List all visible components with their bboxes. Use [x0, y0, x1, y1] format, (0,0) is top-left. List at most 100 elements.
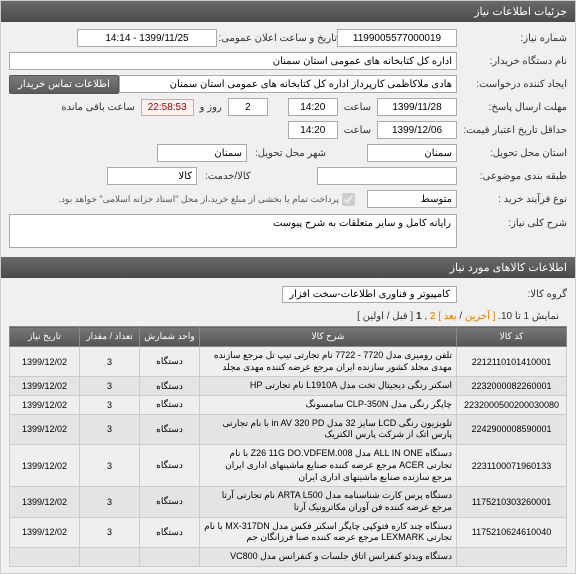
cell-date: 1399/12/02: [10, 414, 80, 444]
cell-qty: 3: [80, 487, 140, 517]
cell-unit: دستگاه: [140, 396, 200, 415]
budget-label: طبقه بندی موضوعی:: [457, 171, 567, 182]
cell-qty: 3: [80, 377, 140, 396]
deliver-city-label: شهر محل تحویل:: [247, 148, 367, 159]
deadline-label: مهلت ارسال پاسخ:: [457, 102, 567, 113]
col-qty: تعداد / مقدار: [80, 327, 140, 347]
treasury-checkbox-wrap: پرداخت تمام یا بخشی از مبلغ خرید،از محل …: [59, 193, 355, 206]
cell-date: 1399/12/02: [10, 347, 80, 377]
cell-desc: اسکنر رنگی دیجیتال تخت مدل L1910A نام تج…: [200, 377, 457, 396]
time-label-2: ساعت: [338, 125, 377, 136]
cell-unit: دستگاه: [140, 487, 200, 517]
cell-date: 1399/12/02: [10, 377, 80, 396]
table-row[interactable]: 2232000500200030080چاپگر رنگی مدل CLP-35…: [10, 396, 567, 415]
buyer-label: نام دستگاه خریدار:: [457, 56, 567, 67]
deliver-city-field: سمنان: [157, 144, 247, 162]
validity-time-field: 14:20: [288, 121, 338, 139]
cell-unit: دستگاه: [140, 377, 200, 396]
group-field: کامپیوتر و فناوری اطلاعات-سخت افزار: [282, 286, 457, 303]
cell-date: 1399/12/02: [10, 445, 80, 487]
table-row[interactable]: 1175210303260001دستگاه پرس کارت شناسنامه…: [10, 487, 567, 517]
cell-code: 2242900008590001: [457, 414, 567, 444]
table-row[interactable]: 2231100071960133دستگاه ALL IN ONE مدل DO…: [10, 445, 567, 487]
panel-header: جزئیات اطلاعات نیاز: [1, 1, 575, 22]
time-label-1: ساعت: [338, 102, 377, 113]
deliver-prov-label: استان محل تحویل:: [457, 148, 567, 159]
countdown-timer: 22:58:53: [141, 99, 194, 116]
goods-label: کالا/خدمت:: [197, 171, 317, 182]
col-desc: شرح کالا: [200, 327, 457, 347]
remain-label: ساعت باقی مانده: [55, 102, 140, 113]
deliver-prov-field: سمنان: [367, 144, 457, 162]
announce-label: تاریخ و ساعت اعلان عمومی:: [217, 33, 337, 44]
cell-qty: 3: [80, 347, 140, 377]
process-label: نوع فرآیند خرید :: [457, 194, 567, 205]
group-label: گروه کالا:: [457, 289, 567, 300]
creator-label: ایجاد کننده درخواست:: [457, 79, 567, 90]
cell-desc: دستگاه ALL IN ONE مدل DO.VDFEM.008‏ Z26 …: [200, 445, 457, 487]
cell-date: 1399/12/02: [10, 517, 80, 547]
cell-desc: دستگاه پرس کارت شناسنامه مدل ARTA L500 ن…: [200, 487, 457, 517]
cell-date: 1399/12/02: [10, 396, 80, 415]
pager: نمایش 1 تا 10. [ آخرین / بعد ] 2 , 1 [ ق…: [9, 307, 567, 326]
table-row[interactable]: 2242900008590001تلویزیون رنگی LCD سایز 3…: [10, 414, 567, 444]
need-no-label: شماره نیاز:: [457, 33, 567, 44]
validity-label: حداقل تاریخ اعتبار قیمت:: [457, 125, 567, 136]
cell-code: 1175210624610040: [457, 517, 567, 547]
cell-unit: دستگاه: [140, 517, 200, 547]
pager-next-link[interactable]: بعد ]: [438, 311, 456, 322]
cell-unit: دستگاه: [140, 414, 200, 444]
panel-title: جزئیات اطلاعات نیاز: [474, 6, 567, 18]
cell-code: 2232000082260001: [457, 377, 567, 396]
table-row[interactable]: 1175210624610040دستگاه چند کاره فتوکپی چ…: [10, 517, 567, 547]
section2-area: گروه کالا: کامپیوتر و فناوری اطلاعات-سخت…: [1, 278, 575, 573]
cell-qty: 3: [80, 445, 140, 487]
pager-showing: نمایش 1 تا 10.: [498, 311, 559, 322]
goods-field: کالا: [107, 167, 197, 185]
buyer-field: اداره کل کتابخانه های عمومی استان سمنان: [9, 52, 457, 70]
cell-qty: 3: [80, 414, 140, 444]
need-no-field: 1199005577000019: [337, 29, 457, 47]
desc-textarea[interactable]: [9, 214, 457, 248]
form-area: شماره نیاز: 1199005577000019 تاریخ و ساع…: [1, 22, 575, 257]
cell-code: 1175210303260001: [457, 487, 567, 517]
cell-desc: دستگاه چند کاره فتوکپی چاپگر اسکنر فکس م…: [200, 517, 457, 547]
pager-sep: ,: [422, 311, 428, 322]
items-table: کد کالا شرح کالا واحد شمارش تعداد / مقدا…: [9, 326, 567, 567]
announce-field: 1399/11/25 - 14:14: [77, 29, 217, 47]
pager-last-link[interactable]: [ آخرین: [465, 311, 495, 322]
col-unit: واحد شمارش: [140, 327, 200, 347]
cell-date: 1399/12/02: [10, 487, 80, 517]
days-left-field: 2: [228, 98, 268, 116]
table-row[interactable]: 2212110101410001تلفن رومیزی مدل 7720 - 7…: [10, 347, 567, 377]
deadline-time-field: 14:20: [288, 98, 338, 116]
table-row[interactable]: 2232000082260001اسکنر رنگی دیجیتال تخت م…: [10, 377, 567, 396]
cell-qty: 3: [80, 517, 140, 547]
table-header-row: کد کالا شرح کالا واحد شمارش تعداد / مقدا…: [10, 327, 567, 347]
cell-desc: تلویزیون رنگی LCD سایز 32 مدل in AV 320 …: [200, 414, 457, 444]
cell-desc: تلفن رومیزی مدل 7720 - 7722 نام تجارتی ت…: [200, 347, 457, 377]
cell-code: 2212110101410001: [457, 347, 567, 377]
deadline-date-field: 1399/11/28: [377, 98, 457, 116]
section2-header: اطلاعات کالاهای مورد نیاز: [1, 257, 575, 278]
desc-label: شرح کلی نیاز:: [457, 214, 567, 229]
pager-first: [ قبل / اولین ]: [357, 311, 413, 322]
cell-code: 2231100071960133: [457, 445, 567, 487]
treasury-checkbox[interactable]: [342, 193, 355, 206]
treasury-note: پرداخت تمام یا بخشی از مبلغ خرید،از محل …: [59, 194, 339, 205]
details-panel: جزئیات اطلاعات نیاز شماره نیاز: 11990055…: [0, 0, 576, 574]
col-date: تاریخ نیاز: [10, 327, 80, 347]
cell-unit: دستگاه: [140, 445, 200, 487]
cell-unit: دستگاه: [140, 347, 200, 377]
contact-buyer-button[interactable]: اطلاعات تماس خریدار: [9, 75, 119, 94]
col-code: کد کالا: [457, 327, 567, 347]
cell-code: 2232000500200030080: [457, 396, 567, 415]
cell-desc: چاپگر رنگی مدل CLP-350N سامسونگ: [200, 396, 457, 415]
section2-title: اطلاعات کالاهای مورد نیاز: [450, 262, 567, 274]
creator-field: هادی ملاکاظمی کارپرداز اداره کل کتابخانه…: [119, 75, 457, 93]
pager-p2-link[interactable]: 2: [430, 311, 436, 322]
validity-date-field: 1399/12/06: [377, 121, 457, 139]
budget-field: [317, 167, 457, 185]
process-field: متوسط: [367, 190, 457, 208]
cell-qty: 3: [80, 396, 140, 415]
